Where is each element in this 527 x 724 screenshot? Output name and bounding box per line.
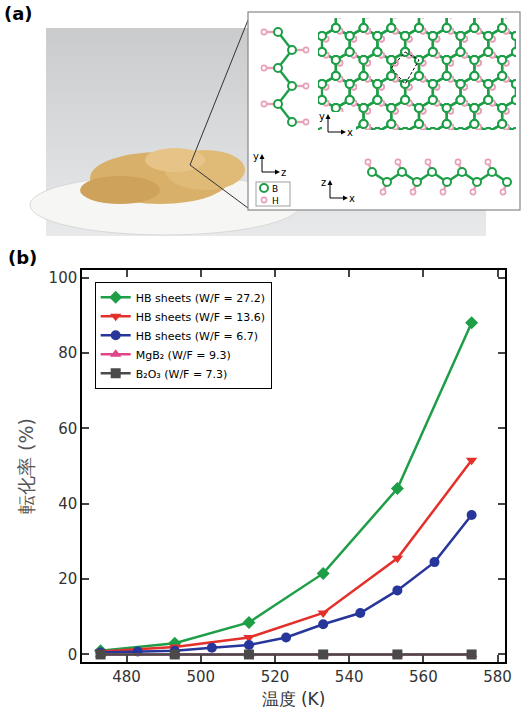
svg-text:z: z: [281, 167, 286, 178]
svg-text:y: y: [319, 111, 325, 122]
svg-text:z: z: [321, 177, 326, 188]
svg-text:40: 40: [58, 495, 77, 513]
svg-text:(a): (a): [4, 3, 33, 24]
svg-text:20: 20: [58, 570, 77, 588]
svg-text:0: 0: [68, 646, 78, 664]
svg-text:520: 520: [261, 668, 290, 686]
svg-text:HB sheets (W/F = 6.7): HB sheets (W/F = 6.7): [136, 330, 258, 343]
svg-text:H: H: [272, 196, 279, 206]
svg-text:HB sheets (W/F = 13.6): HB sheets (W/F = 13.6): [136, 311, 265, 324]
svg-text:580: 580: [483, 668, 512, 686]
svg-text:HB sheets (W/F = 27.2): HB sheets (W/F = 27.2): [136, 292, 265, 305]
svg-text:MgB₂ (W/F = 9.3): MgB₂ (W/F = 9.3): [136, 349, 231, 362]
svg-text:480: 480: [112, 668, 141, 686]
svg-text:540: 540: [335, 668, 364, 686]
svg-text:100: 100: [49, 269, 78, 287]
svg-text:500: 500: [186, 668, 215, 686]
svg-text:温度 (K): 温度 (K): [262, 689, 326, 709]
svg-text:560: 560: [409, 668, 438, 686]
svg-text:y: y: [253, 151, 259, 162]
svg-text:x: x: [347, 127, 353, 138]
svg-text:80: 80: [58, 344, 77, 362]
svg-text:転化率 (%): 転化率 (%): [15, 418, 37, 514]
svg-text:B₂O₃ (W/F = 7.3): B₂O₃ (W/F = 7.3): [136, 368, 228, 381]
svg-text:x: x: [349, 193, 355, 204]
svg-text:60: 60: [58, 420, 77, 438]
svg-text:(b): (b): [8, 247, 37, 268]
svg-text:B: B: [272, 184, 278, 194]
